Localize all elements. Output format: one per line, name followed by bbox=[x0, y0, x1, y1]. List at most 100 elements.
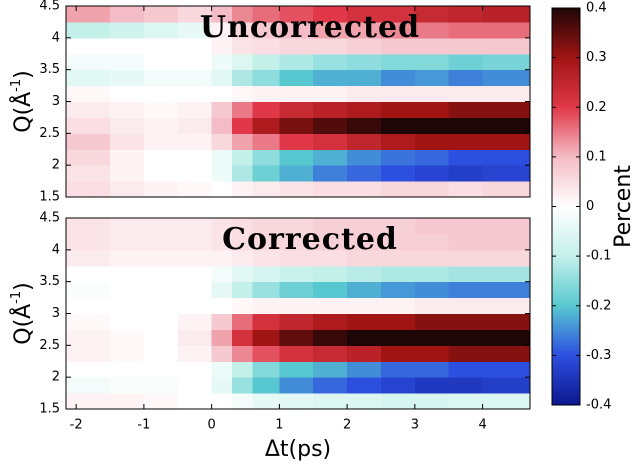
heat-cell bbox=[211, 69, 233, 87]
heat-cell bbox=[231, 6, 253, 23]
heat-cell bbox=[414, 218, 450, 235]
heat-cell bbox=[110, 393, 145, 410]
heat-cell bbox=[177, 181, 213, 198]
heat-cell bbox=[279, 85, 314, 102]
heat-cell bbox=[448, 149, 484, 166]
heat-cell bbox=[482, 377, 531, 394]
heat-cell bbox=[380, 313, 416, 330]
heat-cell bbox=[279, 69, 314, 87]
heat-cell bbox=[143, 85, 179, 102]
heat-cell bbox=[279, 281, 314, 299]
heat-cell bbox=[211, 181, 233, 198]
heat-cell bbox=[143, 265, 179, 283]
heat-cell bbox=[143, 149, 179, 166]
heat-cell bbox=[252, 117, 280, 134]
heat-cell bbox=[110, 165, 145, 182]
heat-cell bbox=[380, 345, 416, 362]
heat-cell bbox=[143, 377, 179, 394]
heat-cell bbox=[211, 21, 233, 39]
heat-cell bbox=[482, 85, 531, 102]
heat-cell bbox=[313, 377, 348, 394]
heat-cell bbox=[448, 6, 484, 23]
heat-cell bbox=[177, 117, 213, 134]
heat-cell bbox=[380, 53, 416, 71]
heat-cell bbox=[414, 313, 450, 330]
heat-cell bbox=[347, 21, 382, 39]
colorbar-tick-label: -0.2 bbox=[586, 298, 611, 313]
heat-cell bbox=[231, 53, 253, 71]
heat-cell bbox=[380, 101, 416, 118]
heat-cell bbox=[414, 377, 450, 394]
heat-cell bbox=[448, 85, 484, 102]
heat-cell bbox=[482, 233, 531, 251]
heat-cell bbox=[448, 117, 484, 134]
heat-cell bbox=[380, 329, 416, 346]
heat-cell bbox=[414, 345, 450, 362]
heat-cell bbox=[177, 313, 213, 330]
heat-cell bbox=[143, 117, 179, 134]
heat-cell bbox=[414, 53, 450, 71]
heat-cell bbox=[177, 345, 213, 362]
heat-cell bbox=[66, 361, 111, 378]
heat-cell bbox=[279, 165, 314, 182]
heat-cell bbox=[66, 69, 111, 87]
heat-cell bbox=[448, 233, 484, 251]
x-tick-label: 2 bbox=[343, 418, 351, 433]
heat-cell bbox=[347, 218, 382, 235]
heat-cell bbox=[252, 393, 280, 410]
heat-cell bbox=[66, 345, 111, 362]
heat-cell bbox=[313, 313, 348, 330]
heat-cell bbox=[252, 249, 280, 267]
heat-cell bbox=[177, 297, 213, 314]
heat-cell bbox=[177, 265, 213, 283]
heat-cell bbox=[143, 53, 179, 71]
heat-cell bbox=[313, 149, 348, 166]
heat-cell bbox=[448, 249, 484, 267]
heat-cell bbox=[66, 6, 111, 23]
heat-cell bbox=[313, 165, 348, 182]
heat-cell bbox=[279, 297, 314, 314]
heat-cell bbox=[66, 53, 111, 71]
y-label-tail: ) bbox=[11, 282, 36, 291]
heat-cell bbox=[231, 37, 253, 55]
y-tick-label: 2.5 bbox=[39, 338, 60, 353]
heat-cell bbox=[211, 117, 233, 134]
heat-cell bbox=[482, 6, 531, 23]
heat-cell bbox=[347, 329, 382, 346]
heat-cell bbox=[211, 233, 233, 251]
heat-cell bbox=[252, 101, 280, 118]
heat-cell bbox=[252, 149, 280, 166]
heat-cell bbox=[347, 233, 382, 251]
heat-cell bbox=[110, 281, 145, 299]
heat-cell bbox=[110, 85, 145, 102]
heat-cell bbox=[252, 361, 280, 378]
heat-cell bbox=[110, 329, 145, 346]
heat-cell bbox=[110, 265, 145, 283]
heat-cell bbox=[380, 181, 416, 198]
heat-cell bbox=[279, 265, 314, 283]
y-tick-label: 2 bbox=[52, 370, 60, 385]
heat-cell bbox=[448, 133, 484, 150]
heat-cell bbox=[347, 297, 382, 314]
heat-cell bbox=[313, 249, 348, 267]
heat-cell bbox=[279, 313, 314, 330]
heat-cell bbox=[380, 6, 416, 23]
heat-cell bbox=[347, 313, 382, 330]
heat-cell bbox=[211, 53, 233, 71]
heat-cell bbox=[110, 181, 145, 198]
heat-cell bbox=[177, 361, 213, 378]
heat-cell bbox=[482, 329, 531, 346]
heat-cell bbox=[482, 101, 531, 118]
heat-cell bbox=[231, 101, 253, 118]
heat-cell bbox=[252, 37, 280, 55]
heat-cell bbox=[313, 361, 348, 378]
heat-cell bbox=[177, 165, 213, 182]
heat-cell bbox=[252, 69, 280, 87]
heat-cell bbox=[231, 149, 253, 166]
heat-cell bbox=[448, 69, 484, 87]
y-tick-label: 1.5 bbox=[39, 190, 60, 205]
heat-cell bbox=[66, 101, 111, 118]
heat-cell bbox=[347, 393, 382, 410]
heat-cell bbox=[347, 149, 382, 166]
heat-cell bbox=[211, 85, 233, 102]
